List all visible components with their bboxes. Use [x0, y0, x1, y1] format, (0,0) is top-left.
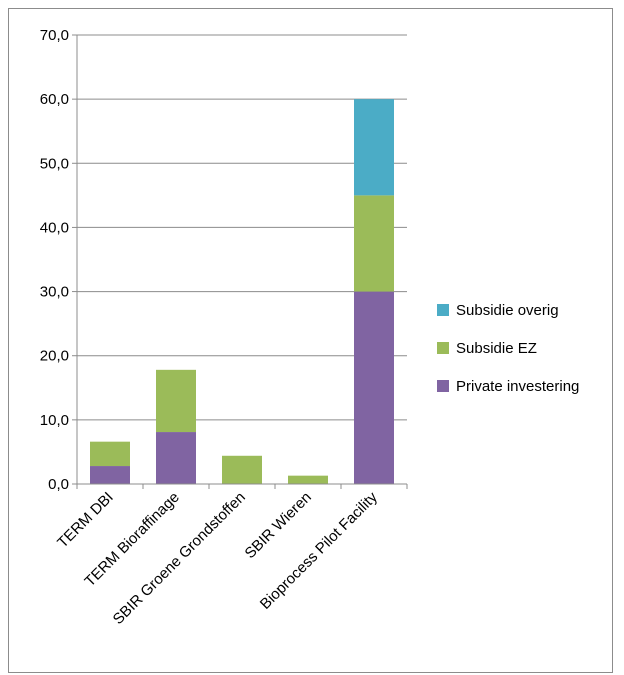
bar-segment: [354, 195, 394, 292]
legend-swatch: [437, 342, 449, 354]
chart-frame: [8, 8, 613, 673]
y-tick-label: 0,0: [48, 476, 69, 493]
bar-segment: [222, 455, 262, 484]
bar-segment: [354, 291, 394, 484]
x-tick-label: Bioprocess Pilot Facility: [257, 488, 381, 612]
bar-segment: [354, 99, 394, 196]
y-tick-label: 20,0: [40, 348, 69, 365]
x-tick-label: SBIR Wieren: [241, 489, 314, 562]
bar-segment: [156, 369, 196, 433]
bar-segment: [288, 475, 328, 484]
bar-segment: [156, 432, 196, 484]
bar-segment: [90, 441, 130, 467]
legend-label: Subsidie EZ: [456, 340, 537, 357]
legend-label: Private investering: [456, 378, 579, 395]
legend-swatch: [437, 304, 449, 316]
x-tick-label: TERM DBI: [54, 489, 117, 552]
x-tick-label: SBIR Groene Grondstoffen: [110, 489, 249, 628]
legend-swatch: [437, 380, 449, 392]
y-tick-label: 60,0: [40, 91, 69, 108]
bar-segment: [90, 466, 130, 484]
y-tick-label: 30,0: [40, 284, 69, 301]
y-tick-label: 50,0: [40, 155, 69, 172]
legend-label: Subsidie overig: [456, 302, 559, 319]
y-tick-label: 40,0: [40, 219, 69, 236]
y-tick-label: 70,0: [40, 27, 69, 44]
y-tick-label: 10,0: [40, 412, 69, 429]
